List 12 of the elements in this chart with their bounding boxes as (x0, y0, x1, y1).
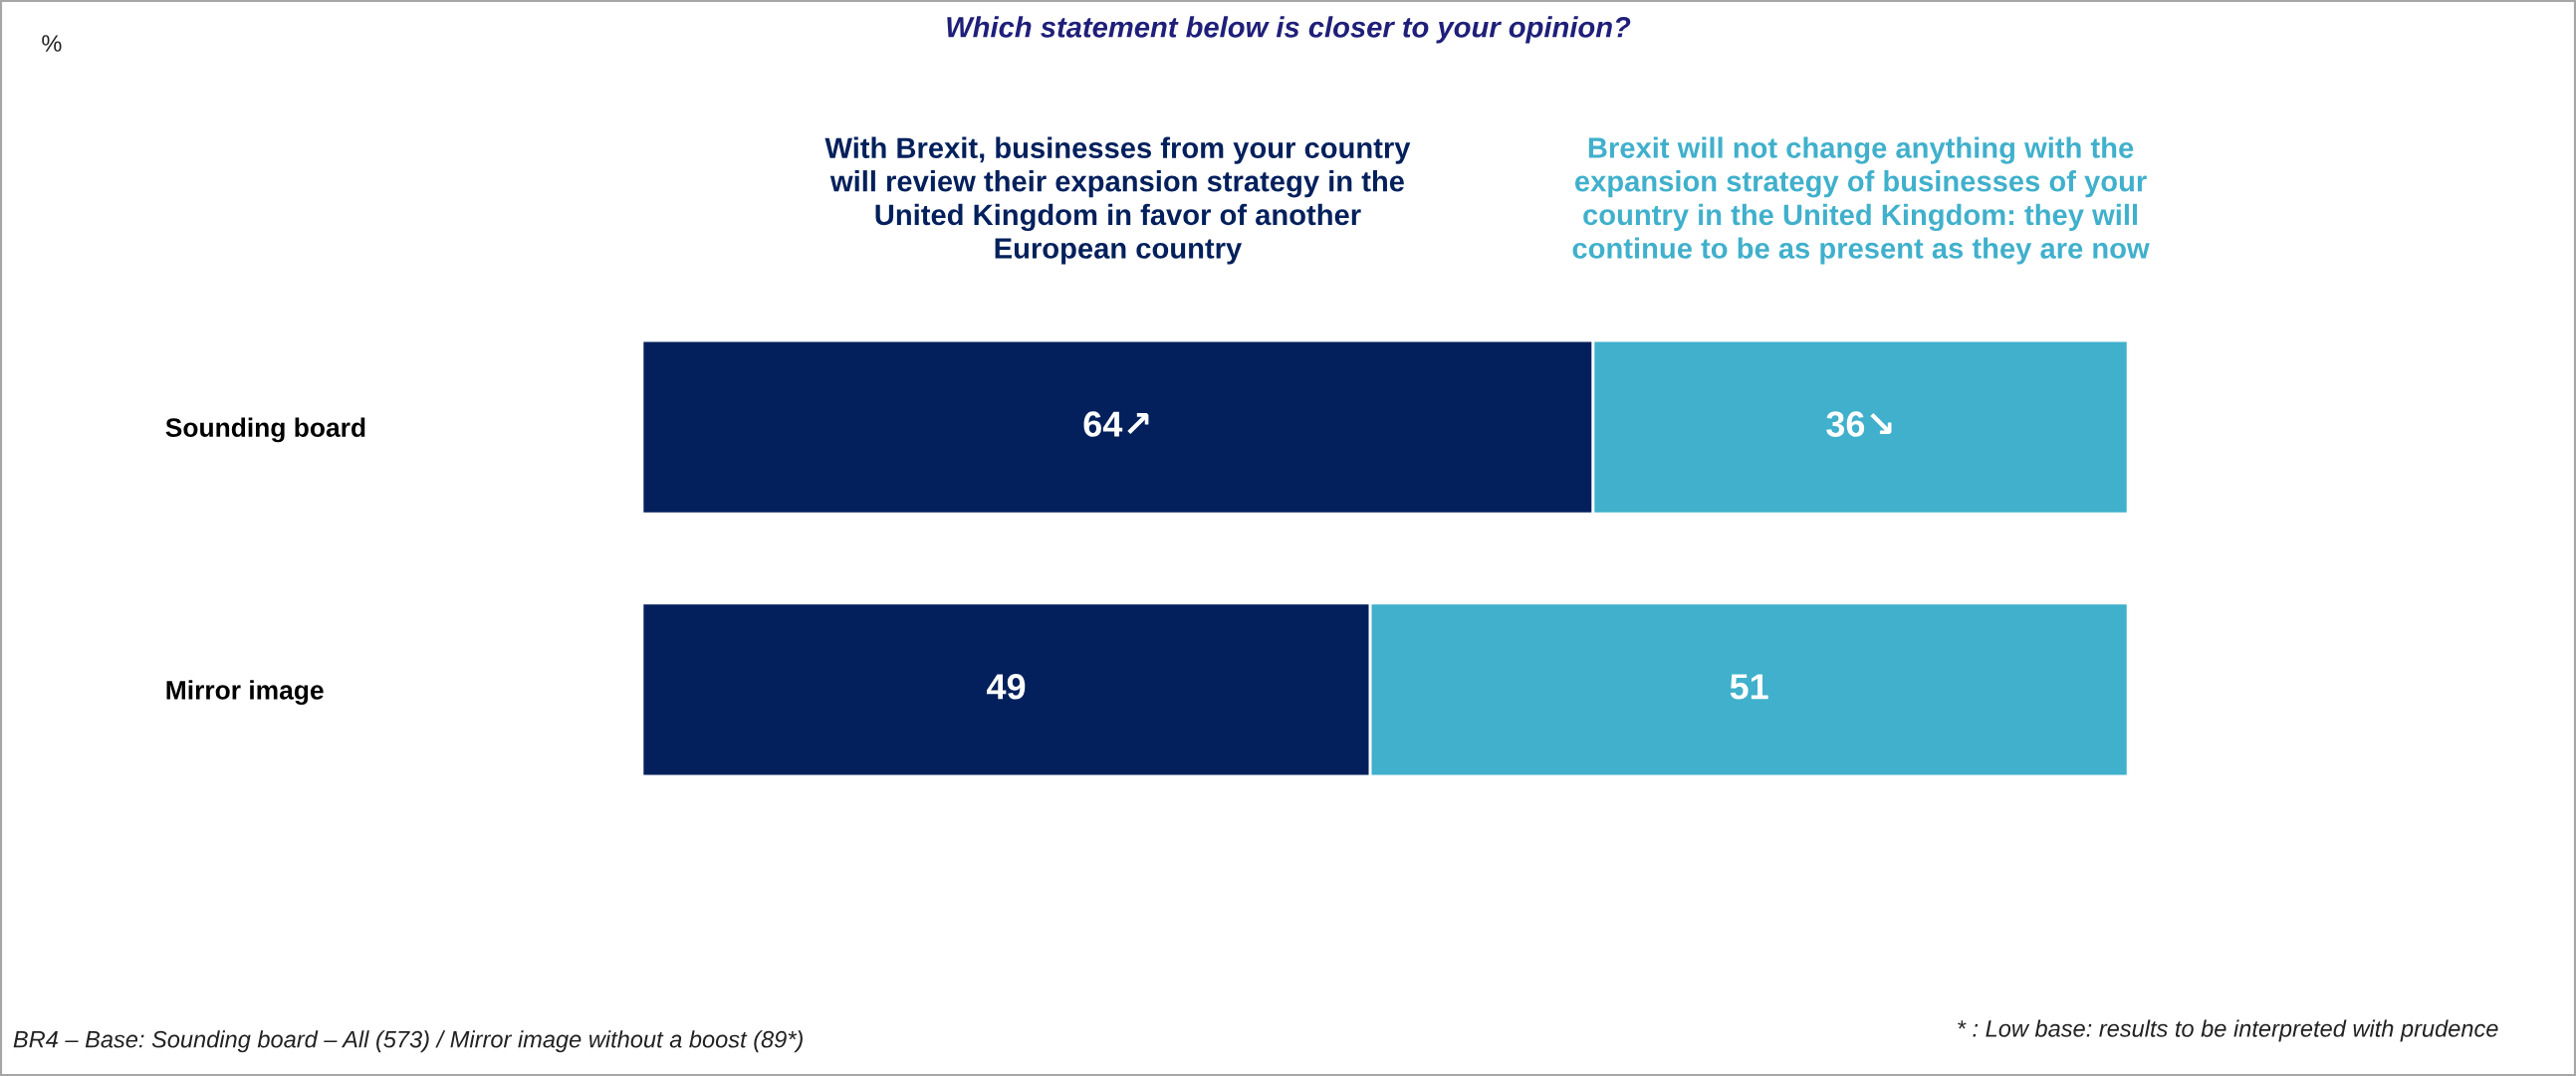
text: % (42, 35, 62, 52)
data-label: 51 (1730, 674, 1768, 700)
data-label: 64↗ (1083, 411, 1149, 437)
text: * : Low base: results to be interpreted with prudence (1958, 1019, 2498, 1042)
data-label: 49 (986, 674, 1026, 700)
y-tick-label: Mirror image (166, 680, 324, 706)
text: Brexit will not change anything with the expansion strategy of businesses of your country in the United Kingdom: they will continue to be as present as they are now (1572, 136, 2150, 265)
text: With Brexit, businesses from your country will review their expansion strategy in the United Kingdom in favor of another European country (824, 136, 1411, 265)
y-tick-label: Sounding board (165, 417, 365, 443)
data-label: 36↘ (1826, 411, 1892, 437)
chart-title: Which statement below is closer to your opinion? (947, 16, 1631, 44)
text: BR4 – Base: Sounding board – All (573) / Mirror image without a boost (89*) (13, 1030, 803, 1053)
